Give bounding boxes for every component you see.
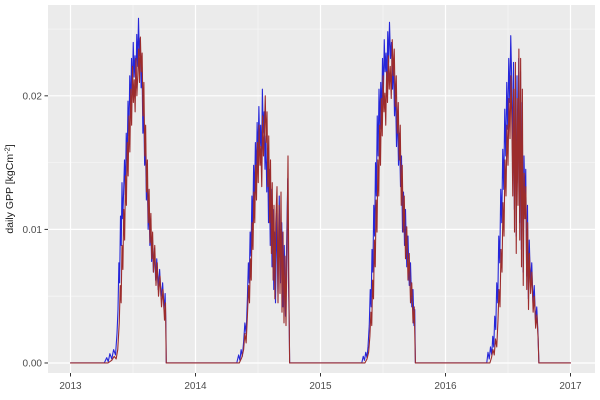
x-axis-tick-label: 2017 — [559, 381, 582, 392]
x-axis-tick-label: 2013 — [59, 381, 82, 392]
y-axis-title: daily GPP [kgCm-2] — [3, 144, 17, 233]
y-axis-tick-label: 0.02 — [23, 91, 43, 102]
x-axis-tick-label: 2016 — [434, 381, 457, 392]
x-axis-tick-label: 2014 — [184, 381, 207, 392]
data-line-series-darkred — [69, 36, 572, 364]
x-axis-tick-label: 2015 — [309, 381, 332, 392]
y-axis-tick-label: 0.00 — [23, 358, 43, 369]
y-axis-tick-label: 0.01 — [23, 225, 43, 236]
